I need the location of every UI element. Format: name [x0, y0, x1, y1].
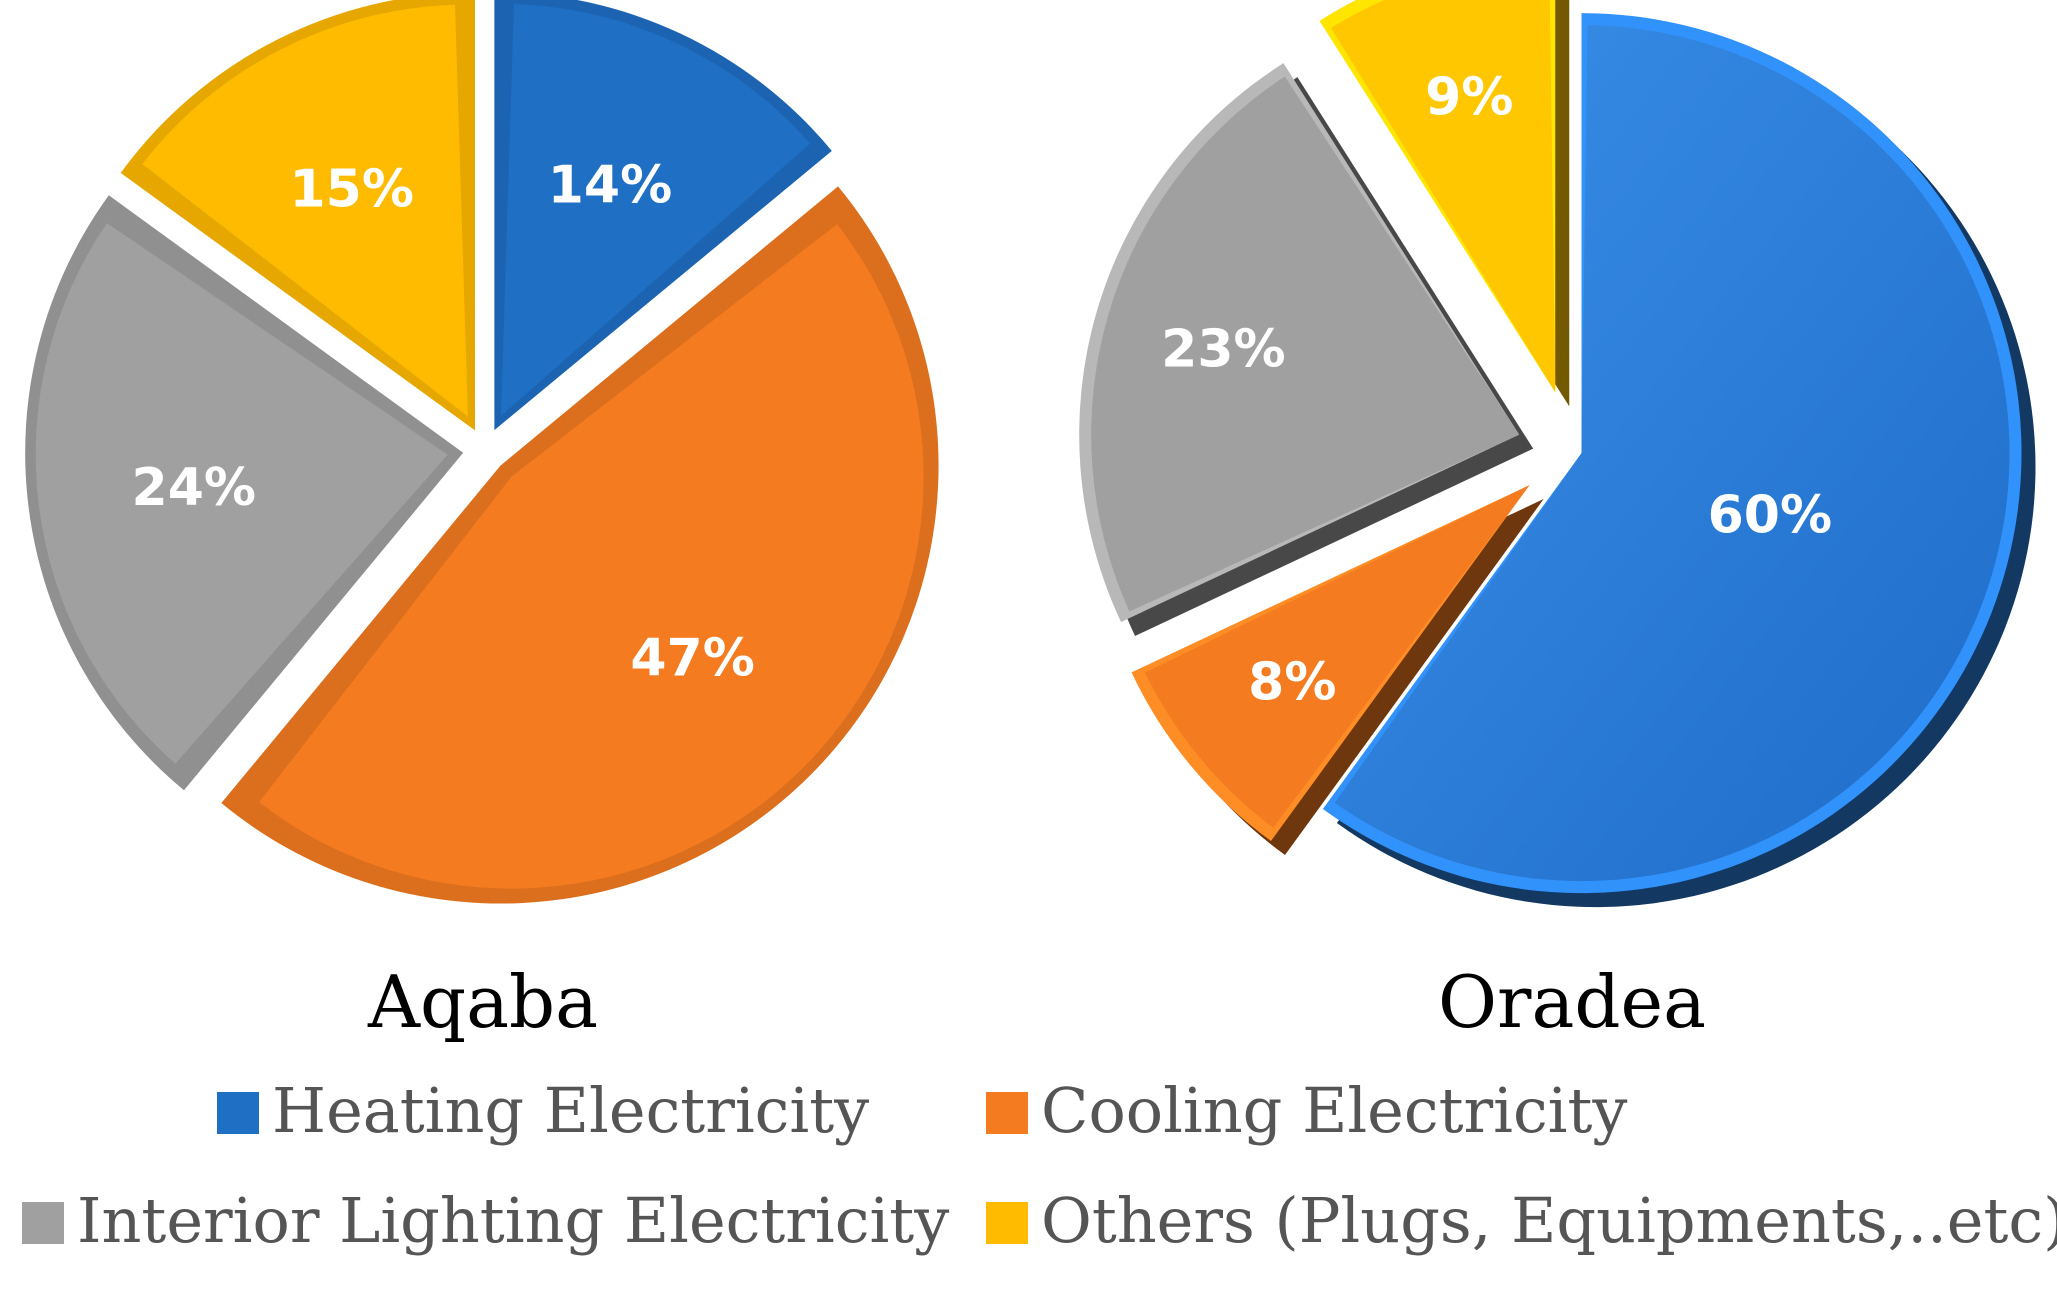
legend-label-heating: Heating Electricity: [272, 1074, 869, 1147]
oradea-pie-chart: 60% 8% 23% 9%: [1079, 0, 2036, 908]
aqaba-data-label-lighting: 24%: [132, 458, 256, 518]
oradea-data-label-lighting: 23%: [1161, 320, 1285, 380]
aqaba-chart-title: Aqaba: [367, 960, 598, 1044]
legend-item-others: Others (Plugs, Equipments,..etc): [986, 1184, 2057, 1257]
aqaba-slice-heating-face: [501, 4, 811, 416]
oradea-data-label-heating: 60%: [1708, 485, 1832, 545]
legend-swatch-lighting: [22, 1202, 64, 1244]
oradea-slice-others-face: [1330, 0, 1556, 393]
oradea-slice-lighting-face: [1091, 76, 1520, 612]
oradea-data-label-cooling: 8%: [1248, 652, 1336, 712]
legend-item-lighting: Interior Lighting Electricity: [22, 1184, 949, 1257]
legend-label-cooling: Cooling Electricity: [1041, 1074, 1627, 1147]
aqaba-data-label-heating: 14%: [548, 155, 672, 215]
legend-item-cooling: Cooling Electricity: [986, 1074, 1627, 1147]
oradea-slice-heating-face: [1334, 25, 2010, 882]
aqaba-slice-lighting-face: [35, 223, 448, 764]
legend-label-lighting: Interior Lighting Electricity: [77, 1184, 949, 1257]
legend-swatch-cooling: [986, 1092, 1028, 1134]
oradea-chart-title: Oradea: [1438, 960, 1706, 1044]
aqaba-slice-cooling-face: [259, 224, 924, 889]
oradea-data-label-others: 9%: [1425, 68, 1513, 128]
legend: Heating Electricity Cooling Electricity …: [22, 1074, 2057, 1257]
oradea-slice-cooling-face: [1144, 485, 1530, 828]
legend-item-heating: Heating Electricity: [217, 1074, 869, 1147]
aqaba-pie-chart: 14% 47% 24% 15%: [25, 0, 939, 904]
aqaba-slice-others-face: [142, 4, 468, 417]
legend-label-others: Others (Plugs, Equipments,..etc): [1041, 1184, 2057, 1257]
legend-swatch-others: [986, 1202, 1028, 1244]
legend-swatch-heating: [217, 1092, 259, 1134]
aqaba-data-label-others: 15%: [289, 159, 413, 219]
aqaba-data-label-cooling: 47%: [630, 629, 754, 689]
